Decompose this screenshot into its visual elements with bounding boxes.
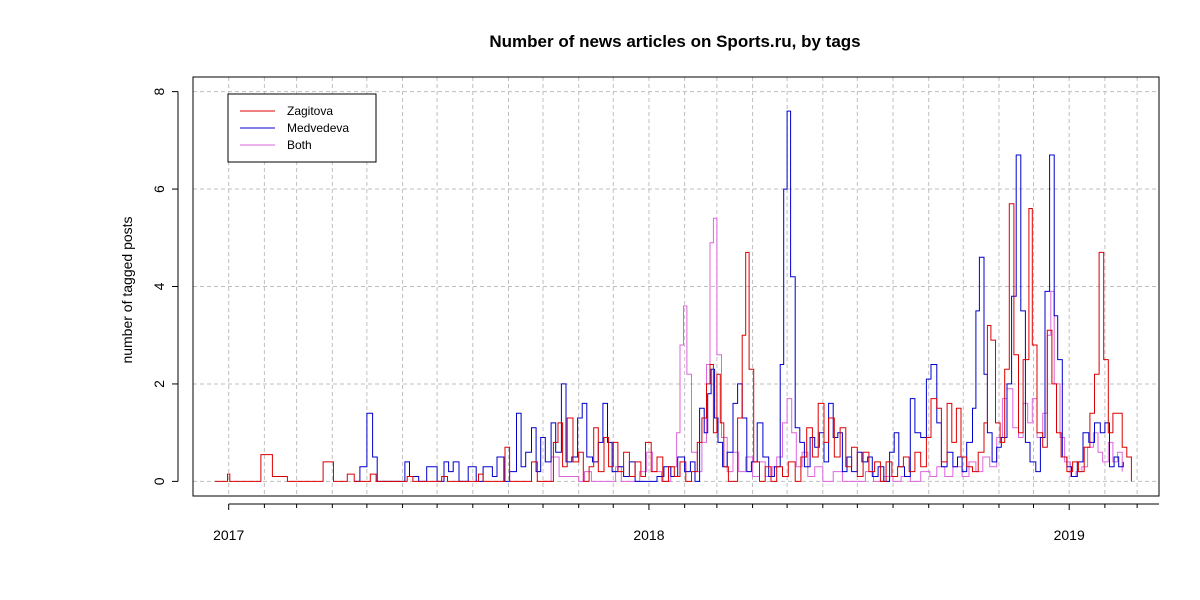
x-tick-label: 2017 — [213, 527, 244, 543]
plot-frame — [192, 76, 1160, 497]
legend-label: Medvedeva — [287, 121, 349, 135]
y-tick-label: 2 — [151, 380, 167, 388]
series-lines — [214, 110, 1132, 482]
y-axis: 0 2 4 6 8 — [151, 88, 179, 485]
y-tick-label: 4 — [151, 282, 167, 290]
y-tick-label: 0 — [151, 477, 167, 485]
y-tick-label: 6 — [151, 185, 167, 193]
chart-title: Number of news articles on Sports.ru, by… — [489, 32, 860, 51]
x-tick-label: 2019 — [1054, 527, 1085, 543]
legend-label: Zagitova — [287, 104, 333, 118]
series-line-medvedeva — [354, 110, 1124, 482]
x-axis: 2017 2018 2019 — [213, 503, 1159, 543]
legend-label: Both — [287, 138, 312, 152]
grid-lines — [193, 77, 1159, 496]
x-tick-label: 2018 — [633, 527, 664, 543]
y-axis-label: number of tagged posts — [119, 216, 135, 363]
series-line-zagitova — [214, 203, 1132, 482]
series-line-both — [543, 217, 1123, 482]
y-tick-label: 8 — [151, 88, 167, 96]
legend: Zagitova Medvedeva Both — [227, 93, 377, 163]
